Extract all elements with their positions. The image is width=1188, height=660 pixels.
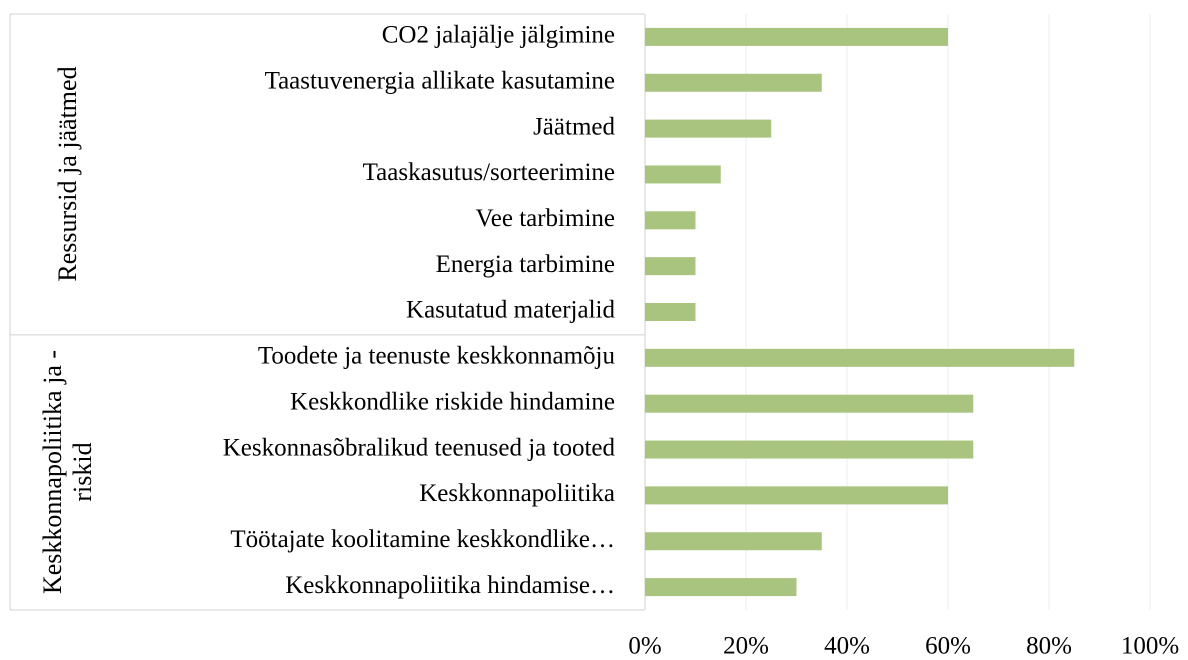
bar <box>645 257 696 276</box>
x-tick-label: 20% <box>723 633 769 660</box>
y-tick-label: Keskkonnapoliitika <box>419 480 615 507</box>
x-tick-label: 40% <box>824 633 870 660</box>
group-label: Ressursid ja jäätmed <box>53 66 82 283</box>
bar <box>645 27 948 46</box>
bar <box>645 348 1075 367</box>
bar <box>645 532 822 551</box>
y-tick-label: Kasutatud materjalid <box>406 297 615 324</box>
y-tick-label: Keskonnasõbralikud teenused ja tooted <box>223 434 616 461</box>
bar <box>645 73 822 92</box>
x-tick-label: 100% <box>1121 633 1179 660</box>
y-tick-label: Taaskasutus/sorteerimine <box>363 159 615 186</box>
bar <box>645 165 721 184</box>
bar <box>645 578 797 597</box>
bar <box>645 440 974 459</box>
y-tick-label: Keskkonnapoliitika hindamise… <box>285 572 615 599</box>
y-tick-label: Taastuvenergia allikate kasutamine <box>265 68 615 95</box>
y-tick-label: Töötajate koolitamine keskkondlike… <box>230 526 615 553</box>
y-tick-label: Vee tarbimine <box>475 205 615 232</box>
bar <box>645 394 974 413</box>
x-tick-label: 80% <box>1026 633 1072 660</box>
y-tick-label: CO2 jalajälje jälgimine <box>382 22 615 49</box>
y-tick-label: Jäätmed <box>533 113 615 140</box>
bar <box>645 119 772 138</box>
bar <box>645 211 696 230</box>
y-tick-label: Toodete ja teenuste keskkonnamõju <box>258 343 616 370</box>
y-tick-label: Energia tarbimine <box>436 251 615 278</box>
y-tick-label: Keskkondlike riskide hindamine <box>290 388 615 415</box>
bar <box>645 303 696 321</box>
x-tick-label: 0% <box>628 633 661 660</box>
bar <box>645 486 948 505</box>
x-tick-label: 60% <box>925 633 971 660</box>
group-label: Keskkonnapoliitika ja -riskid <box>38 350 97 595</box>
